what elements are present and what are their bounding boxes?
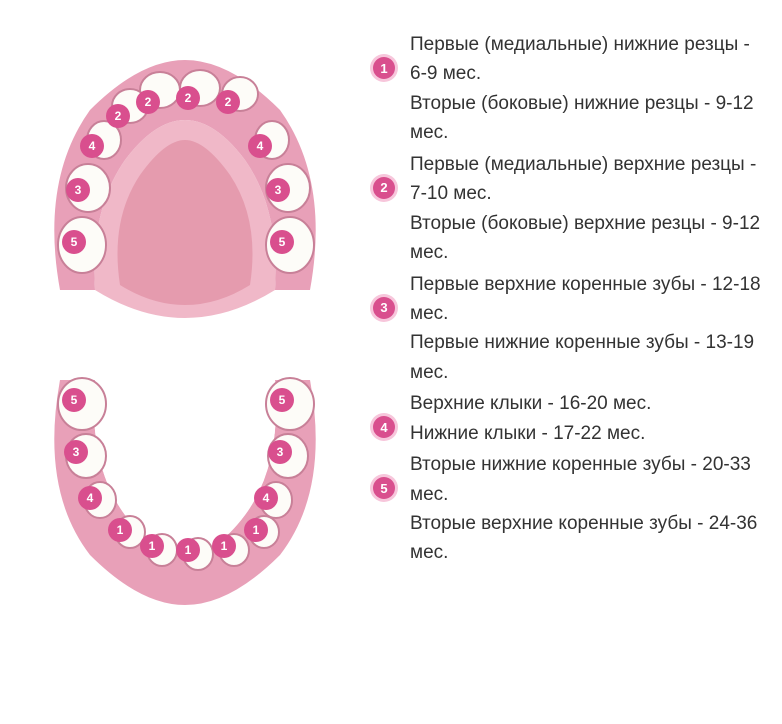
legend-lines: Верхние клыки - 16-20 мес.Нижние клыки -… — [410, 389, 651, 448]
legend-badge-number: 2 — [373, 177, 395, 199]
legend-badge-number: 1 — [373, 57, 395, 79]
legend-text: Первые верхние коренные зубы - 12-18 мес… — [410, 270, 762, 329]
legend-badge-number: 5 — [373, 477, 395, 499]
legend-text: Нижние клыки - 17-22 мес. — [410, 419, 651, 448]
legend-group: 3 Первые верхние коренные зубы - 12-18 ме… — [370, 270, 762, 388]
legend-badge: 1 — [370, 54, 398, 82]
legend-group: 2 Первые (медиальные) верхние резцы - 7-1… — [370, 150, 762, 268]
legend-text: Вторые (боковые) нижние резцы - 9-12 мес… — [410, 89, 762, 148]
legend-text: Первые нижние коренные зубы - 13-19 мес. — [410, 328, 762, 387]
teeth-diagram: 2222443355 55334411111 — [0, 0, 360, 724]
legend-lines: Первые (медиальные) нижние резцы - 6-9 м… — [410, 30, 762, 148]
legend-lines: Первые верхние коренные зубы - 12-18 мес… — [410, 270, 762, 388]
lower-jaw-svg — [30, 370, 340, 620]
legend-text: Вторые (боковые) верхние резцы - 9-12 ме… — [410, 209, 762, 268]
legend-group: 5 Вторые нижние коренные зубы - 20-33 мес… — [370, 450, 762, 568]
legend-badge: 3 — [370, 294, 398, 322]
legend-text: Первые (медиальные) верхние резцы - 7-10… — [410, 150, 762, 209]
legend-badge: 2 — [370, 174, 398, 202]
legend-badge-number: 3 — [373, 297, 395, 319]
legend-badge: 5 — [370, 474, 398, 502]
legend-panel: 1 Первые (медиальные) нижние резцы - 6-9 … — [360, 0, 782, 724]
legend-group: 1 Первые (медиальные) нижние резцы - 6-9 … — [370, 30, 762, 148]
legend-badge-number: 4 — [373, 416, 395, 438]
legend-lines: Вторые нижние коренные зубы - 20-33 мес.… — [410, 450, 762, 568]
legend-text: Вторые верхние коренные зубы - 24-36 мес… — [410, 509, 762, 568]
legend-badge: 4 — [370, 413, 398, 441]
lower-jaw: 55334411111 — [30, 370, 340, 625]
legend-text: Первые (медиальные) нижние резцы - 6-9 м… — [410, 30, 762, 89]
legend-group: 4 Верхние клыки - 16-20 мес.Нижние клыки … — [370, 389, 762, 448]
upper-jaw: 2222443355 — [30, 50, 340, 325]
legend-text: Верхние клыки - 16-20 мес. — [410, 389, 651, 418]
legend-lines: Первые (медиальные) верхние резцы - 7-10… — [410, 150, 762, 268]
upper-jaw-svg — [30, 50, 340, 320]
legend-text: Вторые нижние коренные зубы - 20-33 мес. — [410, 450, 762, 509]
